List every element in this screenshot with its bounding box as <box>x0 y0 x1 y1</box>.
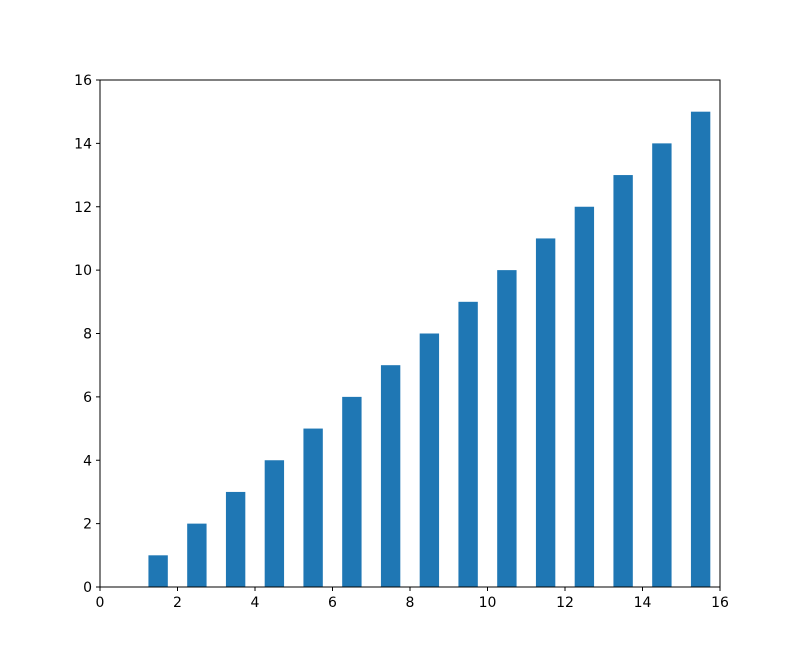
y-tick-label: 0 <box>83 580 92 596</box>
x-tick-label: 12 <box>556 595 574 611</box>
bar <box>264 460 285 587</box>
bar <box>535 238 556 587</box>
y-tick-label: 4 <box>83 453 92 469</box>
y-tick-label: 2 <box>83 517 92 533</box>
x-tick-label: 0 <box>96 595 105 611</box>
bar <box>497 270 517 587</box>
bar <box>148 555 168 587</box>
x-tick-label: 4 <box>251 595 260 611</box>
y-tick-label: 14 <box>74 136 92 152</box>
bar <box>652 143 672 587</box>
bar <box>303 428 323 587</box>
x-tick-label: 6 <box>328 595 337 611</box>
x-tick-label: 16 <box>711 595 729 611</box>
x-tick-label: 8 <box>406 595 415 611</box>
bar <box>380 365 401 587</box>
y-tick-label: 16 <box>74 73 92 89</box>
bar <box>225 491 246 587</box>
bar <box>187 523 207 587</box>
y-tick-label: 10 <box>74 263 92 279</box>
bar <box>613 175 633 587</box>
y-tick-label: 6 <box>83 390 92 406</box>
bar <box>690 111 711 587</box>
y-tick-label: 8 <box>83 327 92 343</box>
bar <box>419 333 440 587</box>
x-tick-label: 10 <box>479 595 497 611</box>
x-tick-label: 14 <box>634 595 652 611</box>
bar <box>574 206 595 587</box>
bar <box>458 301 478 587</box>
y-tick-label: 12 <box>74 200 92 216</box>
bar <box>342 396 362 587</box>
x-tick-label: 2 <box>173 595 182 611</box>
